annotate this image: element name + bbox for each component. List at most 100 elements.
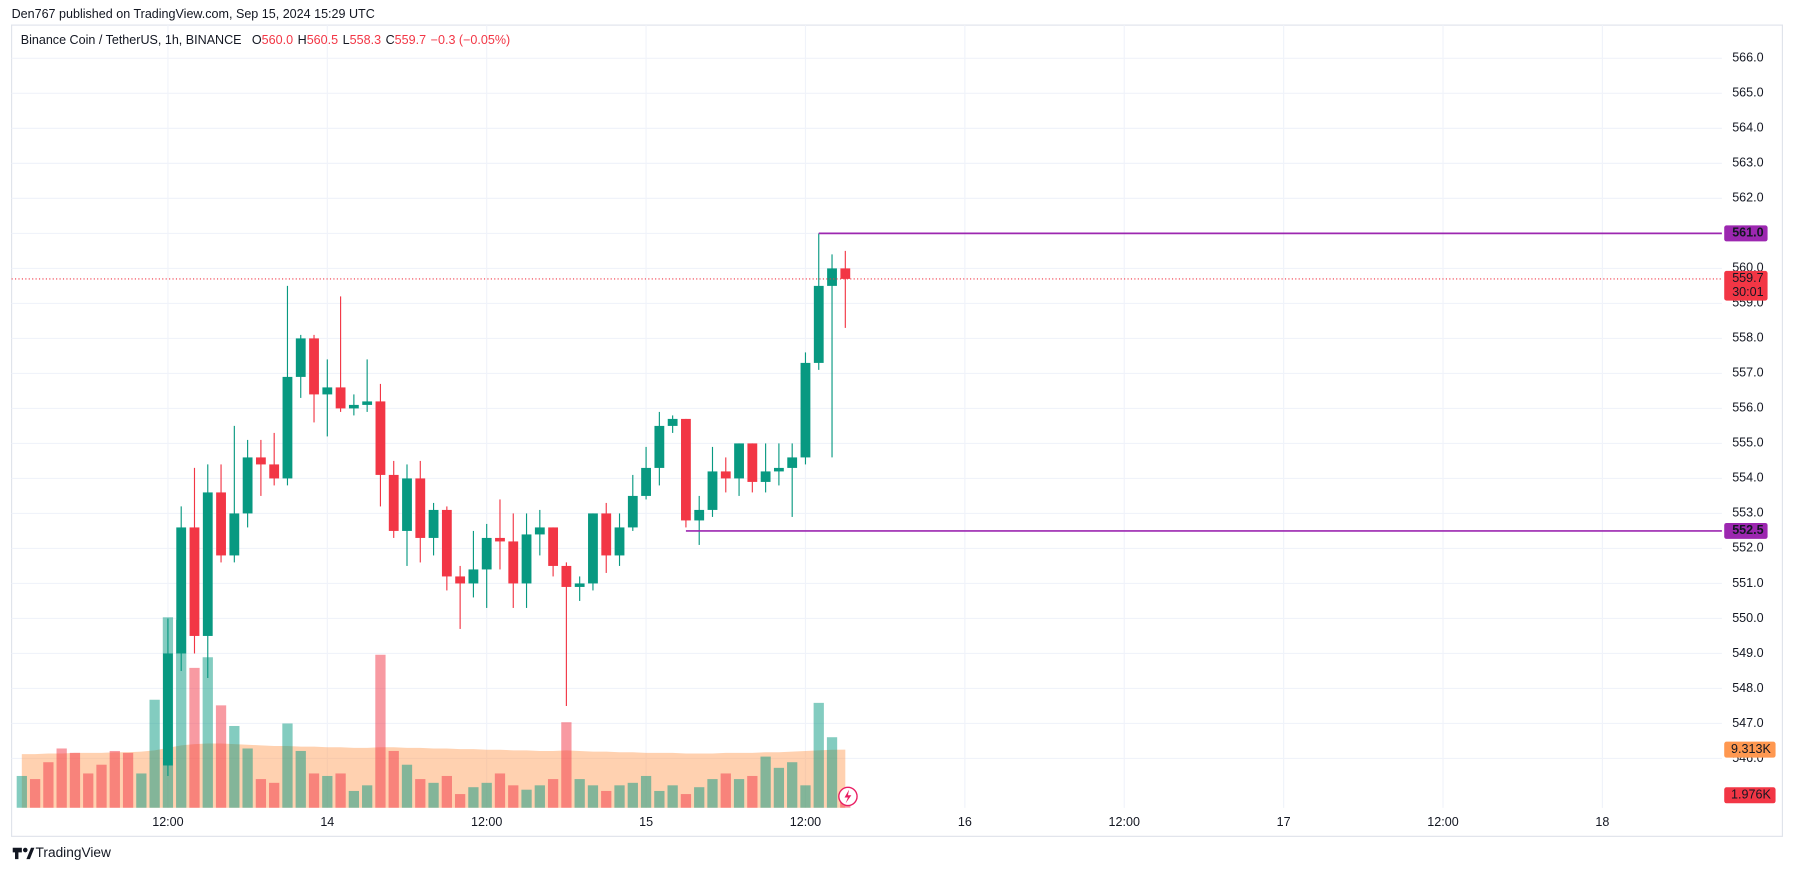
candle-body — [787, 457, 798, 468]
candle-body — [362, 401, 373, 405]
legend-key: O — [252, 33, 262, 47]
volume-ma-badge — [1724, 741, 1776, 758]
x-tick-label: 12:00 — [471, 815, 502, 829]
volume-bar — [508, 785, 519, 808]
y-tick-label: 556.0 — [1732, 401, 1763, 415]
candle-body — [681, 418, 691, 521]
y-tick-label: 566.0 — [1732, 51, 1763, 65]
legend-value: 560.0 — [262, 33, 293, 47]
legend-value: 560.5 — [307, 33, 338, 47]
volume-bar — [601, 790, 612, 808]
candle-body — [654, 425, 665, 468]
y-tick-label: 553.0 — [1732, 506, 1763, 520]
candle-body — [176, 527, 187, 654]
candle-body — [534, 527, 545, 535]
candle-body — [561, 565, 572, 587]
volume-label: 1.976K — [1731, 788, 1771, 802]
grid — [11, 25, 1722, 808]
y-tick-label: 555.0 — [1732, 436, 1763, 450]
y-tick-label: 548.0 — [1732, 681, 1763, 695]
candle-body — [309, 338, 319, 395]
x-tick-label: 14 — [320, 815, 334, 829]
y-tick-label: 558.0 — [1732, 331, 1763, 345]
volume-bar — [96, 764, 107, 808]
candle-body — [694, 509, 705, 521]
footer-brand: TradingView — [36, 845, 111, 860]
legend-change: −0.3 (−0.05%) — [431, 33, 511, 47]
volume-bar — [149, 699, 160, 808]
x-tick-label: 15 — [639, 815, 653, 829]
current-price-badge — [1724, 270, 1768, 301]
candle-body — [282, 376, 293, 479]
volume-bar — [481, 782, 492, 808]
level-label: 552.5 — [1732, 523, 1763, 537]
price-pane — [11, 232, 1722, 776]
legend-key: H — [298, 33, 307, 47]
y-tick-label: 549.0 — [1732, 646, 1763, 660]
candle-body — [667, 418, 678, 426]
volume-ma-area — [21, 743, 846, 808]
legend-key: C — [386, 33, 395, 47]
level-badge — [1724, 522, 1768, 539]
volume-bar — [587, 785, 599, 808]
y-tick-label: 565.0 — [1732, 86, 1763, 100]
candle-body — [641, 467, 651, 496]
volume-bar — [388, 750, 399, 808]
volume-bar — [362, 785, 373, 808]
symbol: Binance Coin / TetherUS, 1h, BINANCE — [21, 33, 242, 47]
candle-body — [813, 285, 824, 363]
candle-body — [375, 401, 386, 475]
volume-bar — [574, 779, 585, 808]
volume-bar — [69, 752, 81, 808]
candle-body — [428, 509, 439, 538]
level-label: 561.0 — [1732, 226, 1763, 240]
candle-body — [707, 471, 718, 510]
volume-bar — [773, 767, 785, 808]
y-tick-label: 551.0 — [1732, 576, 1763, 590]
volume-bar — [83, 773, 94, 808]
volume-bar — [760, 756, 771, 808]
volume-bar — [16, 775, 27, 808]
y-tick-label: 554.0 — [1732, 471, 1763, 485]
axes: 546.0547.0548.0549.0550.0551.0552.0553.0… — [152, 51, 1776, 829]
volume-bar — [122, 752, 134, 808]
volume-bar — [614, 785, 625, 808]
volume-bar — [401, 764, 413, 808]
y-tick-label: 562.0 — [1732, 191, 1763, 205]
volume-bar — [375, 654, 386, 808]
volume-bar — [680, 794, 692, 808]
x-tick-label: 12:00 — [790, 815, 821, 829]
footer-logo — [12, 847, 35, 860]
volume-bar — [733, 779, 745, 808]
volume-bar — [468, 787, 479, 808]
candle-body — [402, 478, 412, 531]
candle-body — [773, 467, 784, 472]
candle-body — [720, 471, 731, 479]
x-tick-label: 12:00 — [1427, 815, 1458, 829]
candle-body — [574, 583, 585, 587]
volume-bar — [707, 779, 718, 808]
volume-bar — [415, 779, 426, 808]
candle-body — [495, 537, 505, 542]
candle-body — [202, 492, 213, 636]
volume-bar — [826, 737, 838, 808]
legend-key: L — [343, 33, 350, 47]
volume-bar — [813, 702, 824, 808]
candle-body — [216, 492, 226, 556]
volume-bar — [215, 705, 227, 808]
candle-body — [242, 457, 253, 514]
volume-bar — [441, 775, 452, 808]
volume-bar — [454, 794, 466, 808]
candle-body — [229, 513, 240, 556]
candle-body — [601, 513, 612, 556]
volume-bar — [295, 750, 306, 808]
volume-bar — [136, 773, 147, 808]
candle-body — [481, 537, 492, 570]
volume-bar — [348, 790, 360, 808]
volume-bar — [176, 619, 187, 808]
volume-badge — [1724, 787, 1776, 804]
current-price-label: 559.7 — [1732, 271, 1763, 285]
volume-bar — [640, 775, 652, 808]
